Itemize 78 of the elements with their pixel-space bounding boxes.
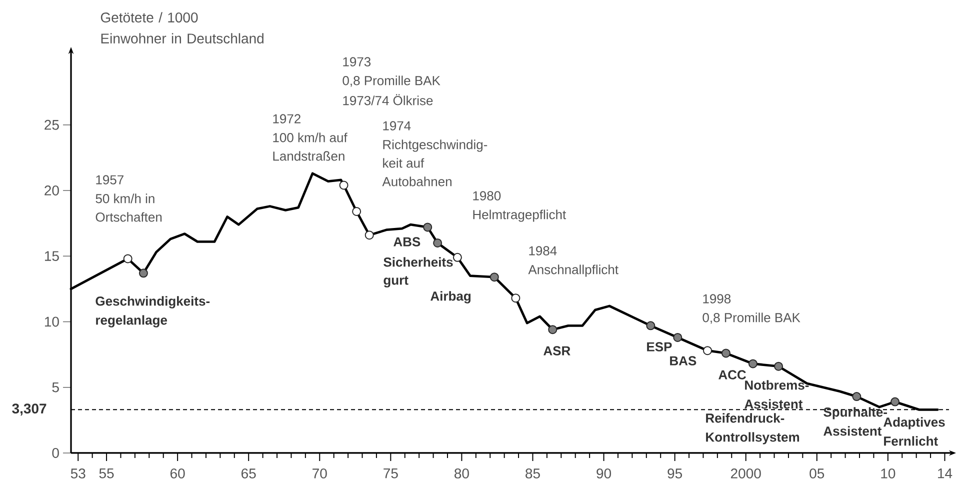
point <box>364 230 374 240</box>
y-tick-label: 25 <box>44 120 59 130</box>
point <box>452 252 462 262</box>
y-tick-label: 0 <box>52 448 59 458</box>
point <box>702 346 712 356</box>
annotation: Spurhalte- <box>824 407 887 420</box>
annotation: ASR <box>544 346 570 356</box>
annotation: Sicherheits <box>384 257 453 267</box>
y-axis-title: Getötete / 1000 Einwohner in Deutschland <box>100 12 264 44</box>
y-tick-label: 20 <box>44 186 59 196</box>
y-tick-label: 15 <box>44 251 59 261</box>
annotation: Geschwindigkeits- <box>96 296 210 308</box>
annotation: Fernlicht <box>884 436 938 446</box>
annotation: BAS <box>670 356 696 366</box>
x-tick-label: 75 <box>384 468 398 478</box>
point <box>490 272 499 282</box>
point <box>433 238 442 248</box>
x-tick-label: 95 <box>668 468 682 478</box>
annotation: 1980 <box>473 191 501 200</box>
point <box>339 180 348 190</box>
point <box>352 206 362 216</box>
annotation: ABS <box>394 237 420 246</box>
point <box>423 222 432 232</box>
annotation: 1972 <box>273 114 300 124</box>
point <box>673 332 682 342</box>
point <box>852 392 862 402</box>
point <box>646 321 656 330</box>
x-tick-label: 80 <box>454 468 469 478</box>
annotation: 0,8 Promille BAK <box>342 76 440 87</box>
x-tick-label: 55 <box>99 468 114 478</box>
x-tick-label: 70 <box>312 468 327 478</box>
annotation: Richtgeschwindig- <box>383 140 488 152</box>
annotation: Kontrollsystem <box>706 432 800 444</box>
point <box>511 294 520 303</box>
y-tick-label: 10 <box>44 316 59 327</box>
x-tick-label: 53 <box>70 468 86 478</box>
x-tick-label: 85 <box>526 468 540 478</box>
annotation: Helmtragepflicht <box>473 210 566 222</box>
annotation: Notbrems- <box>745 380 809 390</box>
annotation: keit auf <box>383 158 424 168</box>
annotation: regelanlage <box>96 315 168 328</box>
annotation: 1998 <box>703 294 731 304</box>
annotation: Landstraßen <box>273 151 344 161</box>
annotation: ACC <box>718 370 746 380</box>
annotation: 1973 <box>343 57 371 66</box>
annotation: Adaptives <box>884 417 945 430</box>
annotation: 1973/74 Ölkrise <box>343 94 433 106</box>
annotation: 0,8 Promille BAK <box>702 312 800 324</box>
annotation: 1974 <box>383 121 411 130</box>
point <box>548 325 558 334</box>
x-tick-label: 65 <box>242 468 256 478</box>
annotation: ESP <box>647 342 672 352</box>
ref-line-label: 3,307 <box>12 404 46 416</box>
point <box>890 397 900 406</box>
annotation: Autobahnen <box>382 176 452 186</box>
annotation: Assistent <box>824 426 882 436</box>
annotation: 1984 <box>529 246 557 256</box>
point <box>748 359 758 368</box>
point <box>774 362 784 371</box>
point <box>721 348 730 358</box>
annotation: gurt <box>384 276 408 288</box>
x-tick-label: 90 <box>596 468 612 478</box>
annotation: 50 km/h in <box>96 194 154 204</box>
x-tick-label: 05 <box>810 468 824 478</box>
x-tick-label: 10 <box>881 468 896 478</box>
annotation: Assistent <box>744 399 803 409</box>
annotation: Airbag <box>430 291 471 304</box>
x-tick-label: 60 <box>170 468 185 478</box>
annotation: 1957 <box>96 175 124 184</box>
point <box>138 268 148 278</box>
annotation: Reifendruck- <box>706 413 784 423</box>
annotation: 100 km/h auf <box>273 132 348 142</box>
y-tick-label: 5 <box>52 382 59 392</box>
point <box>123 254 132 264</box>
x-tick-label: 14 <box>938 468 952 478</box>
x-tick-label: 2000 <box>730 468 761 478</box>
annotation: Anschnallpflicht <box>528 264 618 277</box>
annotation: Ortschaften <box>96 212 162 222</box>
